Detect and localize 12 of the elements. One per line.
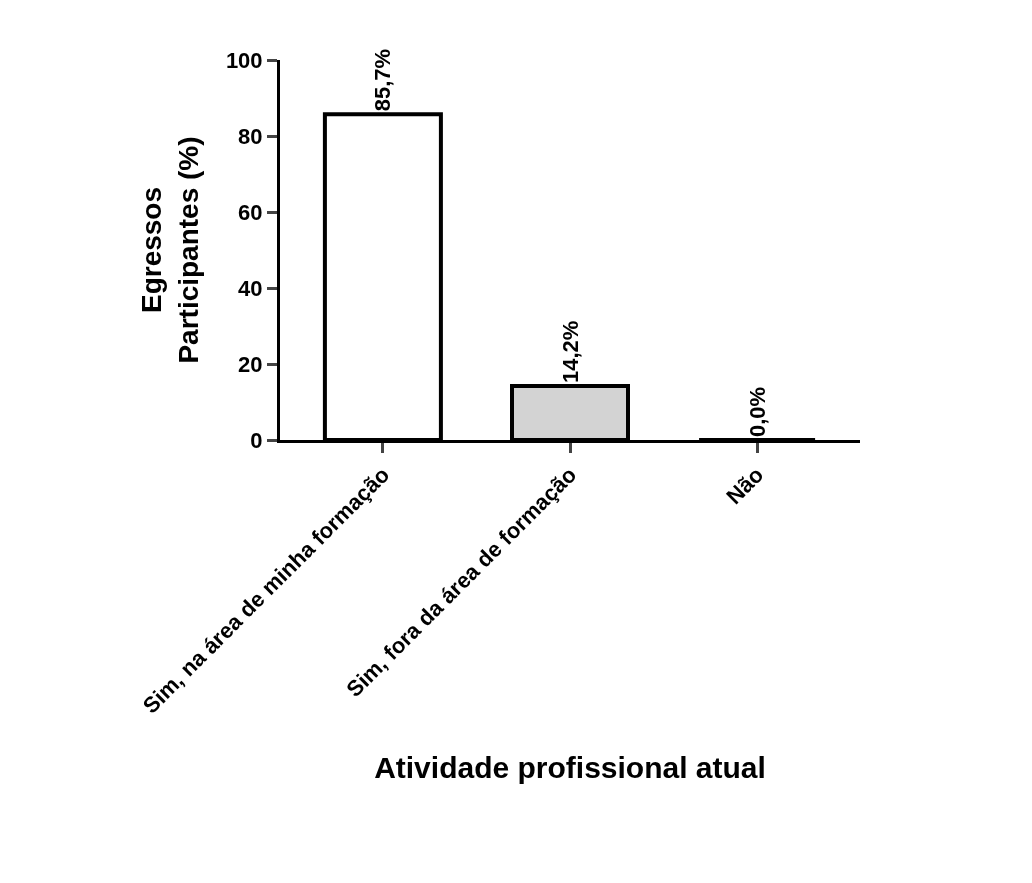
y-tick-label: 60 <box>238 199 263 225</box>
y-axis-title: Egressos Participantes (%) <box>136 136 204 364</box>
x-axis-title: Atividade profissional atual <box>374 750 766 784</box>
data-label: 85,7% <box>370 48 396 112</box>
y-tick-label: 40 <box>238 275 263 301</box>
y-tick-label: 0 <box>250 427 263 453</box>
x-tick-label: Não <box>721 462 769 510</box>
data-label: 0,0% <box>744 386 770 437</box>
y-tick-label: 20 <box>238 351 263 377</box>
data-label: 14,2% <box>557 320 583 384</box>
y-tick-label: 100 <box>225 47 263 73</box>
y-tick-label: 80 <box>238 123 263 149</box>
